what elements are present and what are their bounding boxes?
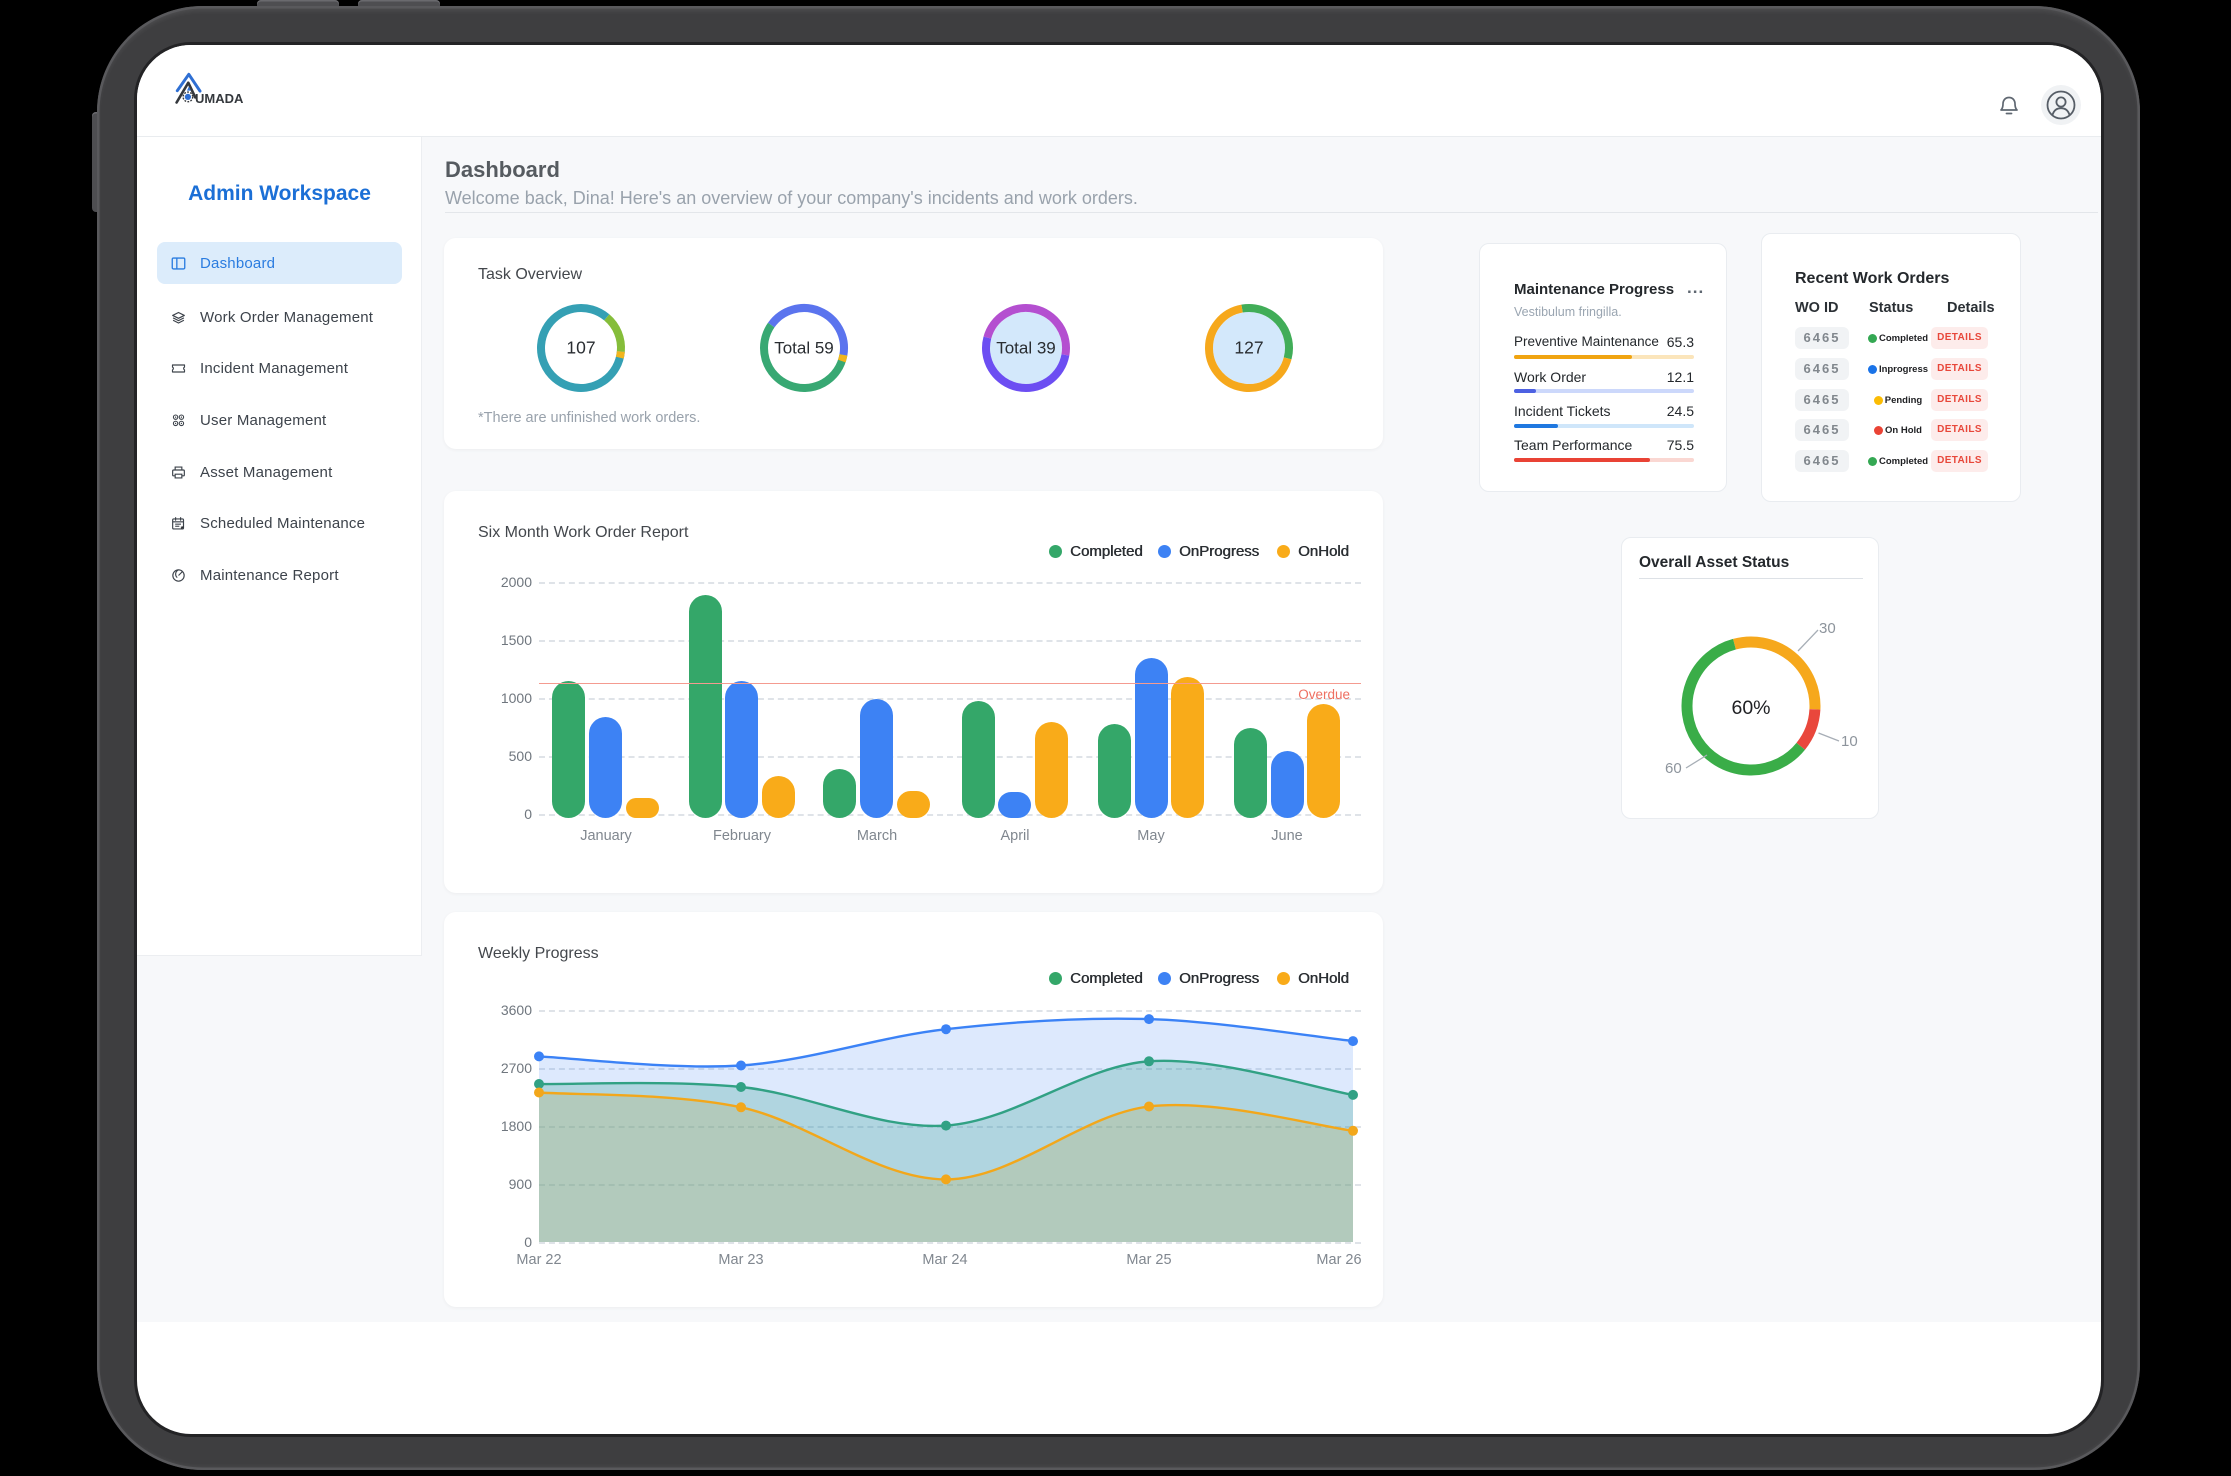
- svg-text:30: 30: [1819, 620, 1836, 637]
- svg-text:Total 59: Total 59: [774, 339, 834, 358]
- svg-text:Total 39: Total 39: [996, 339, 1056, 358]
- svg-text:10: 10: [1841, 733, 1858, 750]
- svg-text:127: 127: [1234, 338, 1263, 358]
- svg-text:107: 107: [566, 338, 595, 358]
- svg-text:60%: 60%: [1731, 697, 1770, 719]
- svg-text:UMADA: UMADA: [195, 91, 244, 106]
- svg-text:60: 60: [1665, 760, 1682, 777]
- svg-text:*: *: [181, 524, 184, 531]
